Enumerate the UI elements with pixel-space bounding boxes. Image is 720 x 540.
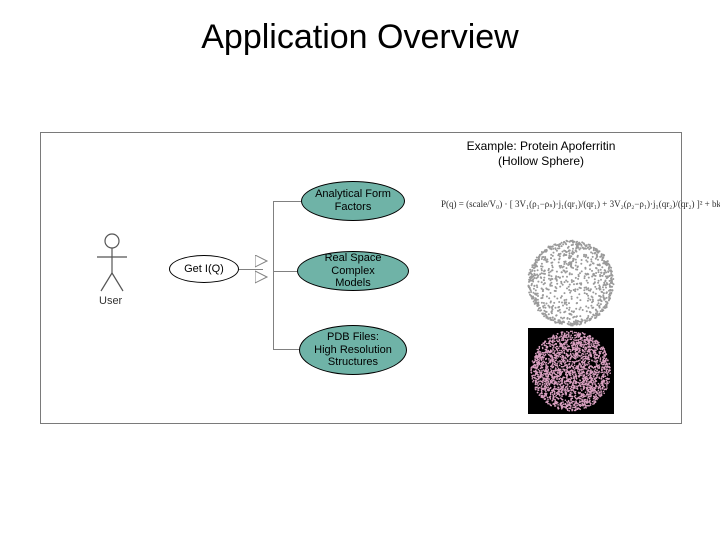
bubble-giq-text: Get I(Q)	[184, 263, 224, 276]
bubble-rs-line1: Real Space Complex	[325, 252, 382, 277]
slide: Application Overview Example: Protein Ap…	[0, 0, 720, 540]
diagram-panel: Example: Protein Apoferritin (Hollow Sph…	[40, 132, 682, 424]
bubble-pdb-line3: Structures	[328, 356, 378, 368]
bubble-ff-line2: Factors	[335, 201, 372, 213]
equation-text: P(q) = (scale/V₀) · [ 3V₁(ρ₁−ρₛ)·j₁(qr₁)…	[441, 199, 720, 210]
user-icon	[97, 233, 137, 303]
arrowheads-icon	[255, 255, 275, 285]
bubble-real-space: Real Space Complex Models	[297, 251, 409, 291]
page-title: Application Overview	[0, 18, 720, 57]
speckle-cloud-icon	[525, 237, 617, 329]
bubble-get-iq: Get I(Q)	[169, 255, 239, 283]
example-title: Example: Protein Apoferritin (Hollow Sph…	[441, 139, 641, 169]
connector-h-bot	[273, 349, 299, 350]
bubble-pdb-line2: High Resolution	[314, 344, 392, 356]
filled-sphere-icon	[528, 328, 614, 414]
example-line2: (Hollow Sphere)	[498, 154, 584, 168]
bubble-pdb-files: PDB Files: High Resolution Structures	[299, 325, 407, 375]
bubble-pdb-line1: PDB Files:	[327, 331, 379, 343]
example-line1: Example: Protein Apoferritin	[467, 139, 616, 153]
bubble-form-factors: Analytical Form Factors	[301, 181, 405, 221]
bubble-rs-line2: Models	[335, 277, 370, 289]
connector-h-mid	[273, 271, 297, 272]
bubble-ff-line1: Analytical Form	[315, 188, 391, 200]
user-label: User	[99, 295, 122, 307]
connector-h-top	[273, 201, 301, 202]
